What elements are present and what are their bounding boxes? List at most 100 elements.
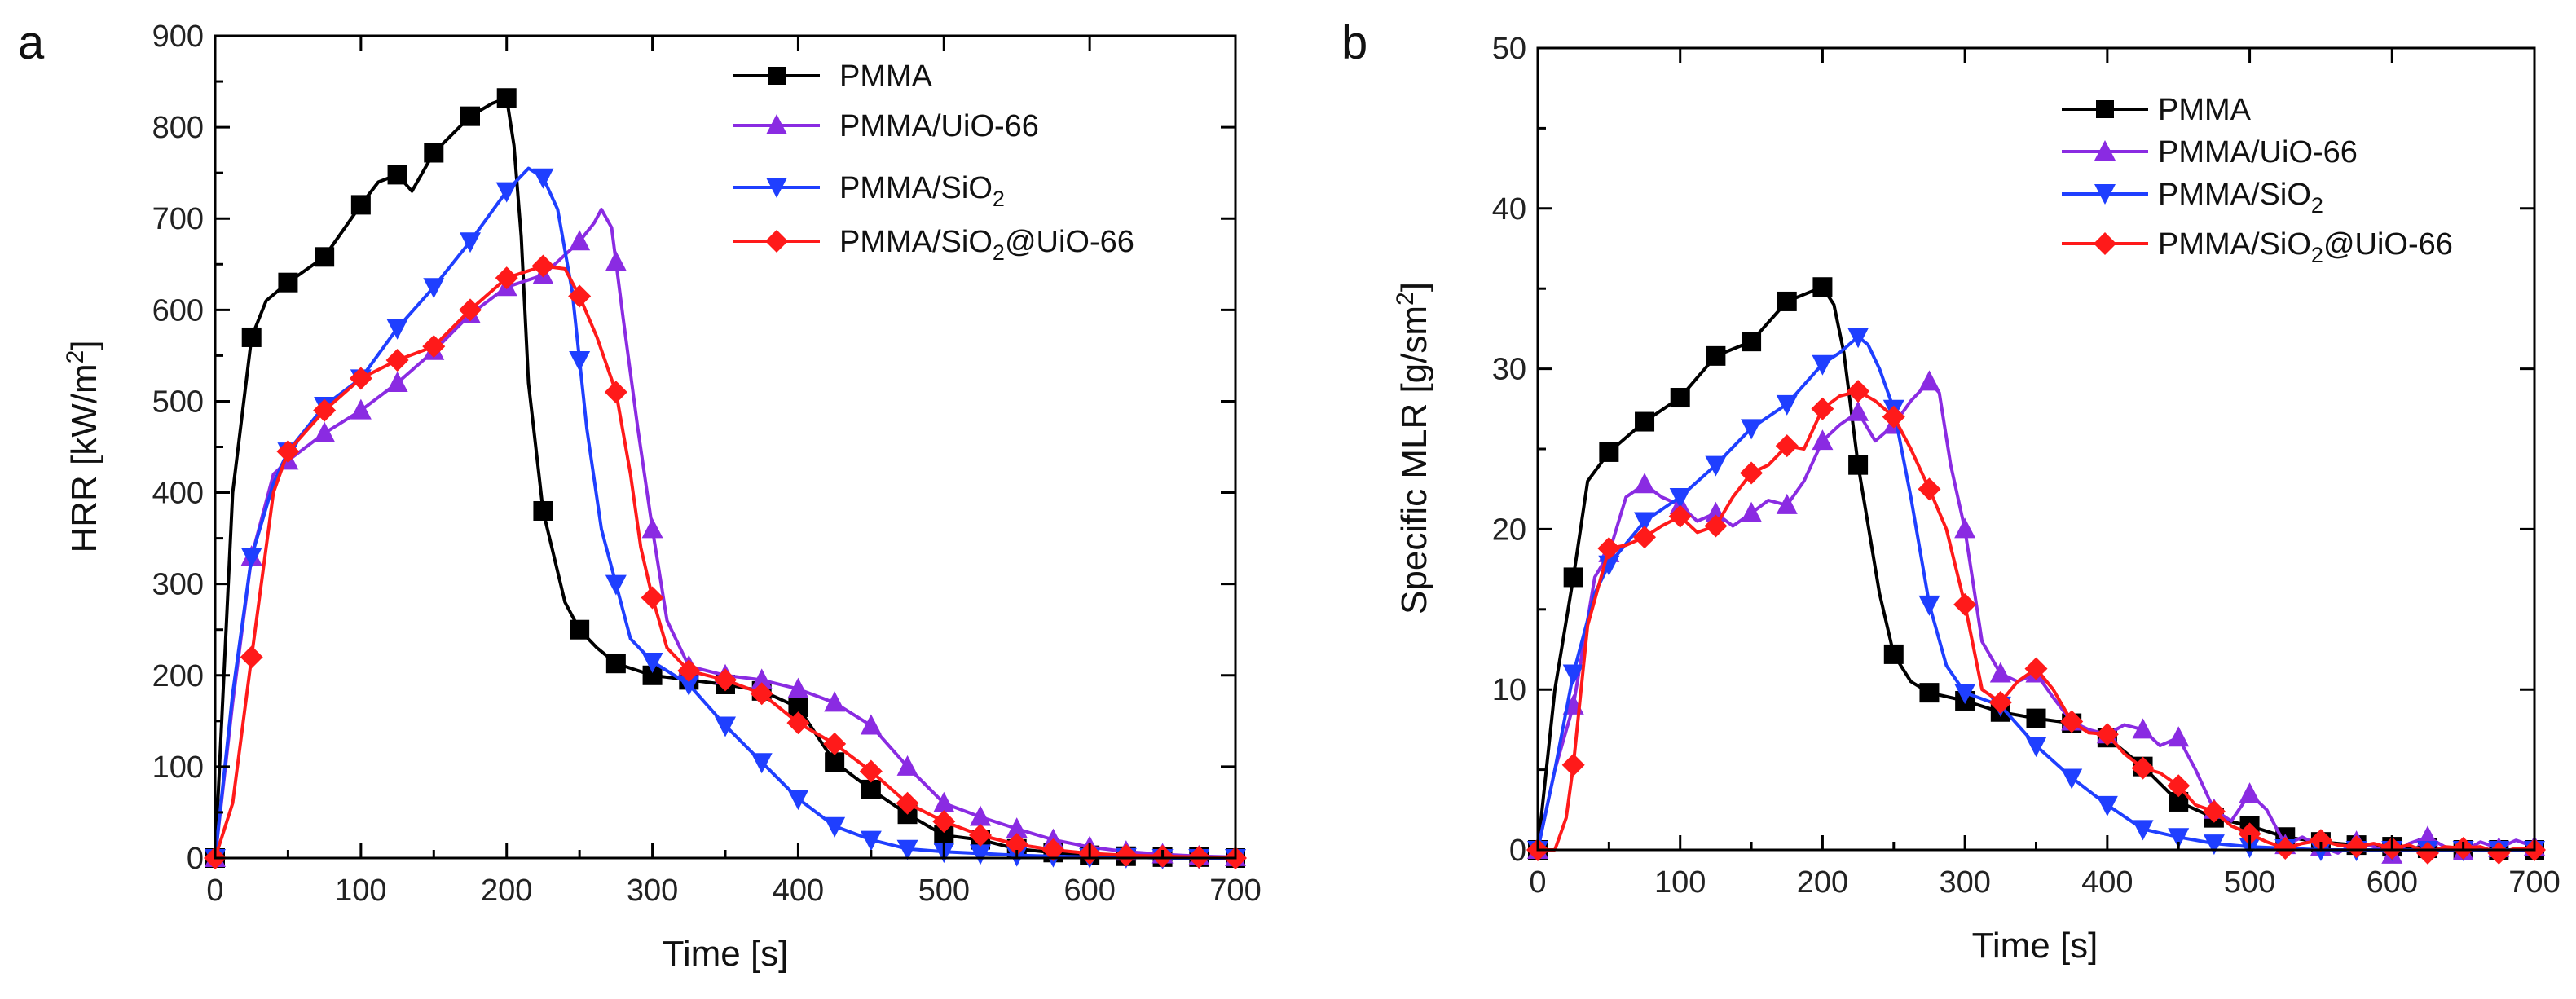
panel-b-point-pmma [1635, 411, 1655, 432]
panel-a-point-pmma-sio2-uio-66 [349, 367, 372, 390]
panel-b-legend-label-sio2-sub: 2 [2311, 193, 2323, 218]
panel-b-point-pmma-uio-66 [2168, 726, 2190, 747]
panel-b-legend-marker-pmma [2096, 100, 2114, 118]
panel-b-point-pmma-sio2 [1918, 595, 1940, 616]
panel-b-point-pmma-uio-66 [1989, 662, 2011, 683]
panel-a-point-pmma-sio2 [751, 753, 773, 774]
panel-b-legend: PMMA PMMA/UiO-66 PMMA/SiO2 PMMA/SiO2@UiO… [2062, 93, 2453, 267]
panel-b-point-pmma-sio2-uio-66 [2095, 723, 2119, 746]
panel-b-point-pmma-uio-66 [1812, 429, 1834, 451]
panel-b-point-pmma-sio2 [2096, 795, 2118, 816]
panel-b-point-pmma-sio2-uio-66 [1953, 592, 1977, 616]
panel-a-point-pmma-sio2 [386, 319, 408, 340]
panel-b-point-pmma-uio-66 [1634, 473, 1656, 494]
panel-a-point-pmma-sio2-uio-66 [531, 254, 555, 278]
panel-a-point-pmma-uio-66 [970, 805, 991, 826]
panel-b-legend-label-sio2uio-suffix: @UiO-66 [2323, 227, 2453, 262]
panel-a-point-pmma-sio2 [787, 790, 809, 811]
panel-b-legend-label-pmma: PMMA [2158, 93, 2252, 127]
panel-a-point-pmma-uio-66 [787, 677, 809, 698]
panel-a-point-pmma-sio2 [460, 232, 481, 253]
panel-a-y-tick-label: 100 [152, 750, 204, 785]
panel-a-point-pmma-sio2-uio-66 [641, 586, 664, 610]
panel-a-point-pmma-uio-66 [824, 691, 846, 712]
panel-a-point-pmma-sio2 [896, 839, 918, 860]
panel-b-point-pmma-sio2 [2203, 834, 2225, 856]
panel-a-point-pmma-sio2-uio-66 [932, 810, 956, 834]
panel-b-legend-marker-sio2uio [2094, 232, 2116, 255]
panel-a-point-pmma-sio2-uio-66 [459, 298, 482, 322]
panel-b-x-tick-label: 500 [2224, 865, 2275, 900]
panel-b-point-pmma [1563, 567, 1583, 588]
panel-a-point-pmma-sio2-uio-66 [385, 348, 409, 372]
panel-b-point-pmma-sio2 [1776, 394, 1798, 416]
panel-a-y-axis-label: HRR [kW/m2] [62, 340, 104, 552]
panel-a-point-pmma-sio2-uio-66 [750, 682, 773, 706]
panel-a-point-pmma-sio2 [532, 168, 554, 189]
panel-b-series-pmma-sio2-uio-66 [1526, 380, 2546, 865]
panel-a-point-pmma-sio2 [240, 548, 262, 569]
panel-b-point-pmma-sio2 [1669, 488, 1691, 509]
panel-b-point-pmma-sio2 [2025, 737, 2047, 758]
panel-b-y-axis-label: Specific MLR [g/sm2] [1392, 282, 1434, 614]
panel-b-point-pmma [1812, 277, 1833, 297]
panel-a-legend-entry-uio: PMMA/UiO-66 [733, 109, 1039, 143]
panel-a-point-pmma-sio2-uio-66 [568, 284, 592, 308]
panel-a-hrr-chart: a 0 100 200 300 400 500 600 700 0 100 200 300 400 500… [18, 16, 1262, 974]
panel-b-y-axis-label-base: Specific MLR [g/sm [1394, 306, 1434, 614]
panel-a-point-pmma-sio2-uio-66 [1114, 843, 1138, 867]
panel-b-point-pmma-sio2-uio-66 [1847, 380, 1870, 403]
panel-a-point-pmma-uio-66 [605, 250, 627, 271]
panel-a-point-pmma-sio2 [495, 182, 517, 203]
panel-a-x-tick-label: 0 [206, 874, 223, 908]
panel-a-point-pmma-uio-66 [569, 230, 591, 251]
panel-a-point-pmma-sio2-uio-66 [604, 381, 627, 404]
panel-a-point-pmma [570, 619, 590, 640]
panel-a-point-pmma-sio2-uio-66 [677, 659, 701, 683]
panel-a-x-tick-label: 100 [335, 874, 386, 908]
panel-b-y-tick-label: 20 [1492, 513, 1526, 547]
panel-b-point-pmma-sio2-uio-66 [1704, 514, 1728, 538]
panel-b-legend-label-sio2: PMMA/SiO2 [2158, 178, 2323, 218]
panel-a-legend-label-sio2-sub: 2 [993, 187, 1005, 211]
panel-a-y-tick-label: 300 [152, 568, 204, 602]
panel-b-x-tick-label: 300 [1939, 865, 1990, 900]
panel-b-x-tick-label: 700 [2508, 865, 2560, 900]
panel-b-x-axis-label: Time [s] [1972, 926, 2098, 966]
panel-a-point-pmma [278, 272, 298, 293]
panel-a-legend-label-sio2uio: PMMA/SiO2@UiO-66 [839, 225, 1134, 265]
panel-b-point-pmma-sio2 [1634, 512, 1656, 533]
panel-b-point-pmma [1706, 345, 1726, 366]
panel-b-y-axis-label-end: ] [1394, 282, 1434, 292]
panel-b-point-pmma-sio2-uio-66 [2167, 774, 2191, 798]
panel-a-legend-marker-pmma [768, 67, 786, 85]
panel-a-point-pmma-sio2 [824, 816, 846, 838]
panel-b-point-pmma-sio2-uio-66 [1633, 526, 1657, 549]
panel-a-legend-label-sio2uio-sub: 2 [993, 240, 1005, 265]
panel-a-point-pmma-sio2-uio-66 [896, 791, 919, 815]
panel-a-point-pmma-sio2 [970, 844, 991, 865]
panel-b-legend-entry-pmma: PMMA [2062, 93, 2252, 127]
panel-a-point-pmma [861, 779, 881, 799]
panel-a-point-pmma [241, 327, 262, 347]
panel-b-point-pmma-sio2-uio-66 [1918, 477, 1941, 501]
panel-a-y-tick-label: 400 [152, 477, 204, 511]
panel-a-point-pmma-uio-66 [314, 421, 336, 442]
panel-a-point-pmma-sio2-uio-66 [859, 759, 883, 783]
panel-b-point-pmma-sio2-uio-66 [2415, 841, 2439, 865]
panel-a-x-tick-label: 400 [773, 874, 824, 908]
panel-a-y-tick-label: 200 [152, 659, 204, 693]
panel-a-legend-label-pmma: PMMA [839, 59, 933, 94]
panel-a-legend: PMMA PMMA/UiO-66 PMMA/SiO2 PMMA/SiO2@UiO… [733, 59, 1134, 265]
panel-a-point-pmma-sio2-uio-66 [422, 335, 446, 359]
panel-a-legend-label-sio2: PMMA/SiO2 [839, 171, 1005, 211]
panel-a-point-pmma [934, 825, 954, 845]
panel-b-point-pmma-uio-66 [1918, 370, 1940, 391]
panel-b-point-pmma-sio2-uio-66 [2238, 822, 2261, 846]
panel-a-y-tick-label: 600 [152, 293, 204, 328]
panel-a-point-pmma-sio2-uio-66 [313, 398, 337, 422]
panel-a-point-pmma-uio-66 [933, 791, 955, 812]
panel-b-point-pmma-sio2 [2168, 828, 2190, 849]
panel-a-point-pmma-sio2 [569, 350, 591, 372]
panel-a-point-pmma [825, 752, 845, 772]
